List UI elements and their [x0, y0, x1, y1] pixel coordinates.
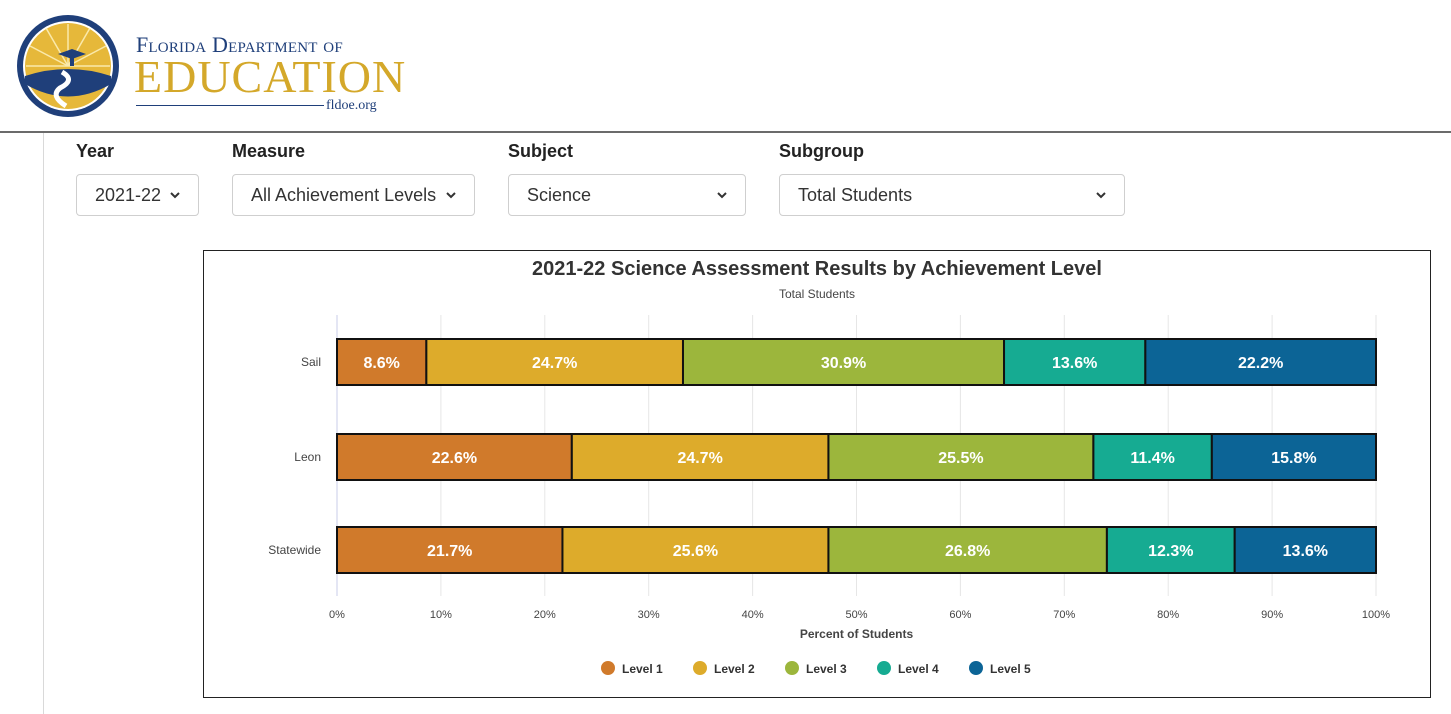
org-line1: Florida Department of — [136, 32, 343, 57]
measure-filter: Measure All Achievement Levels — [232, 140, 475, 216]
org-line2: EDUCATION — [134, 51, 407, 102]
chart-subtitle: Total Students — [778, 287, 856, 301]
site-header: Florida Department of EDUCATION fldoe.or… — [0, 0, 1451, 133]
year-label: Year — [76, 141, 115, 161]
year-filter: Year 2021-22 — [76, 140, 199, 216]
chevron-down-icon — [170, 192, 180, 199]
fldoe-seal-icon — [17, 15, 119, 117]
chevron-down-icon — [717, 192, 727, 199]
year-value: 2021-22 — [95, 184, 162, 205]
chart-title: 2021-22 Science Assessment Results by Ac… — [532, 258, 1102, 280]
measure-value: All Achievement Levels — [251, 184, 437, 205]
subgroup-filter: Subgroup Total Students — [779, 140, 1125, 216]
subject-select[interactable]: Science — [508, 174, 746, 216]
side-divider — [43, 133, 44, 714]
chevron-down-icon — [446, 192, 456, 199]
logo-divider — [136, 105, 324, 106]
measure-select[interactable]: All Achievement Levels — [232, 174, 475, 216]
fldoe-logo[interactable]: Florida Department of EDUCATION fldoe.or… — [14, 12, 405, 120]
subject-value: Science — [527, 184, 592, 205]
year-select[interactable]: 2021-22 — [76, 174, 199, 216]
subgroup-value: Total Students — [798, 184, 913, 205]
measure-label: Measure — [232, 141, 306, 161]
subgroup-label: Subgroup — [779, 141, 864, 161]
subject-filter: Subject Science — [508, 140, 746, 216]
subgroup-select[interactable]: Total Students — [779, 174, 1125, 216]
chevron-down-icon — [1096, 192, 1106, 199]
org-url: fldoe.org — [326, 98, 377, 113]
chart-container — [203, 250, 1431, 698]
subject-label: Subject — [508, 141, 574, 161]
